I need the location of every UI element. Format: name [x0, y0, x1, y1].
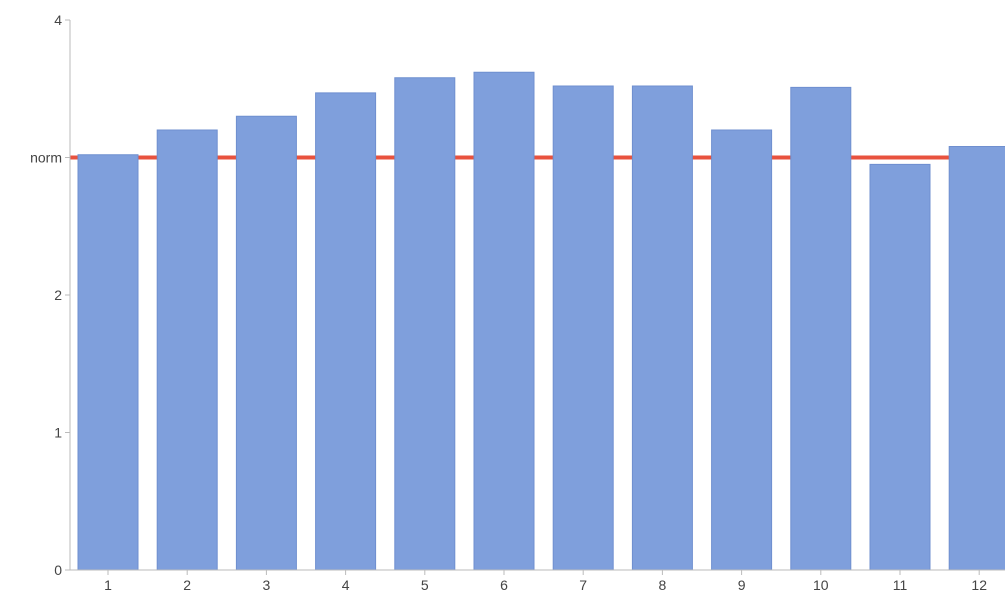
- bar-10: [790, 86, 852, 571]
- x-tick-label-12: 12: [971, 577, 987, 593]
- bar-5: [394, 77, 456, 571]
- x-tick-label-10: 10: [813, 577, 829, 593]
- x-tick-label-3: 3: [263, 577, 271, 593]
- bar-8: [631, 85, 693, 571]
- y-tick-label-0: 0: [54, 562, 62, 578]
- x-tick-label-4: 4: [342, 577, 350, 593]
- bar-1: [77, 154, 139, 571]
- x-tick-label-7: 7: [579, 577, 587, 593]
- bar-9: [711, 129, 773, 571]
- bar-11: [869, 163, 931, 571]
- y-tick-label-2: 2: [54, 287, 62, 303]
- x-tick-label-6: 6: [500, 577, 508, 593]
- y-tick-label-1: 1: [54, 425, 62, 441]
- bar-7: [552, 85, 614, 571]
- x-tick-label-8: 8: [659, 577, 667, 593]
- y-tick-label-4: 4: [54, 12, 62, 28]
- x-tick-label-1: 1: [104, 577, 112, 593]
- bars-layer: [77, 71, 1005, 571]
- x-tick-label-2: 2: [183, 577, 191, 593]
- bar-6: [473, 71, 535, 571]
- bar-2: [156, 129, 218, 571]
- x-tick-label-5: 5: [421, 577, 429, 593]
- x-tick-label-9: 9: [738, 577, 746, 593]
- bar-3: [235, 115, 297, 571]
- y-tick-label-norm: norm: [30, 150, 62, 166]
- bar-12: [948, 146, 1005, 571]
- bar-4: [315, 92, 377, 571]
- x-tick-label-11: 11: [893, 577, 908, 593]
